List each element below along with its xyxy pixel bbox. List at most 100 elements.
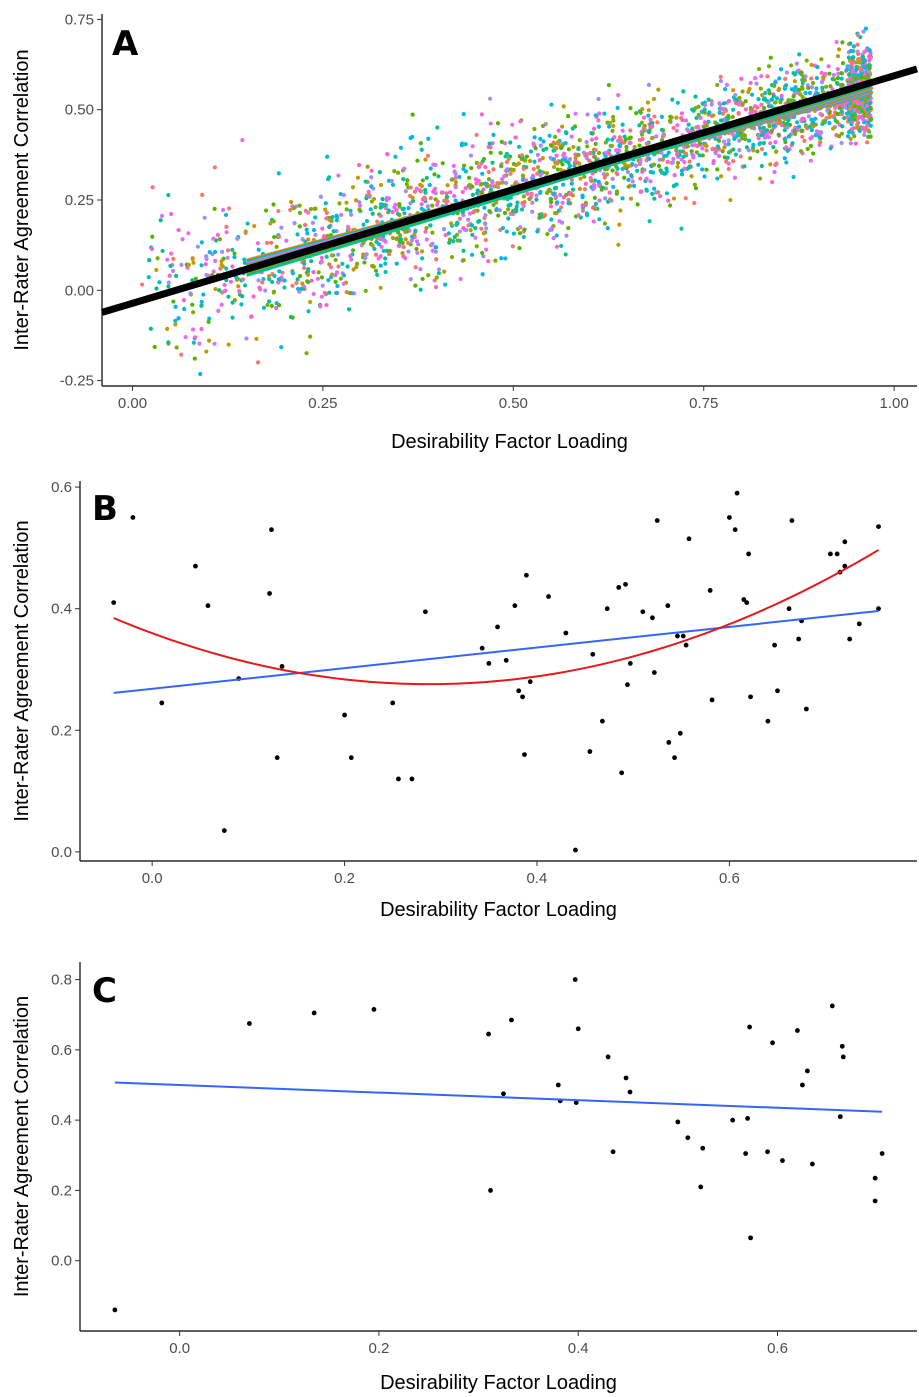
panel-a-point — [325, 154, 330, 159]
panel-a-y-tick-label: 0.00 — [65, 282, 94, 299]
panel-a-point — [844, 111, 850, 116]
panel-a-point — [659, 114, 665, 120]
panel-a-point — [183, 335, 188, 340]
panel-a-point — [408, 277, 413, 282]
panel-b-point — [847, 636, 853, 642]
panel-a-point — [487, 141, 492, 146]
panel-a-point — [590, 187, 596, 192]
panel-a-point — [799, 70, 804, 75]
panel-a-point — [670, 97, 675, 102]
panel-a-point — [548, 143, 554, 148]
panel-a-point — [473, 235, 478, 240]
panel-a-point — [508, 171, 513, 176]
panel-a-point — [474, 160, 479, 165]
panel-c-point — [765, 1149, 770, 1155]
panel-a-point — [711, 159, 716, 164]
panel-a-point — [681, 154, 686, 159]
panel-a-point — [514, 204, 519, 209]
panel-a-point — [193, 276, 199, 281]
panel-a-point — [226, 342, 231, 347]
panel-a-point — [401, 177, 406, 182]
panel-a-point — [327, 224, 332, 230]
panel-a-point — [167, 273, 172, 278]
panel-c-point — [795, 1028, 800, 1033]
panel-a-point — [295, 277, 300, 282]
panel-a-point — [171, 268, 176, 274]
panel-a-point — [188, 291, 193, 296]
panel-a-point — [165, 326, 170, 331]
panel-a-point — [461, 225, 466, 231]
panel-a-point — [545, 231, 550, 237]
panel-a-point — [556, 128, 561, 133]
panel-a-point — [201, 292, 206, 297]
panel-a-point — [504, 167, 510, 172]
panel-a-point — [292, 221, 297, 226]
panel-b-point — [479, 645, 485, 651]
panel-a-point — [628, 128, 633, 133]
panel-a-point — [368, 207, 373, 212]
panel-a-point — [681, 89, 686, 94]
panel-a-point — [480, 272, 485, 277]
panel-a-point — [700, 146, 705, 151]
panel-a-point — [522, 158, 527, 163]
panel-a-point — [610, 128, 615, 133]
panel-a-point — [383, 269, 388, 275]
panel-a-point — [370, 243, 375, 248]
panel-a-point — [420, 256, 425, 261]
panel-b-point — [680, 633, 686, 639]
panel-a-y-tick-label: 0.25 — [65, 192, 94, 209]
panel-a-point — [305, 272, 311, 277]
panel-b-point — [205, 603, 211, 609]
panel-a-point — [213, 286, 218, 292]
panel-a-point — [313, 232, 318, 238]
panel-a-point — [553, 160, 558, 165]
panel-a-point — [318, 304, 323, 309]
panel-a-point — [457, 229, 462, 234]
panel-a-point — [713, 146, 718, 152]
panel-a-point — [527, 196, 532, 202]
panel-a-point — [173, 322, 178, 327]
panel-a-point — [761, 140, 767, 146]
panel-a-point — [466, 217, 471, 222]
panel-a-x-tick-label: 0.75 — [689, 395, 718, 412]
panel-a-point — [500, 225, 506, 231]
panel-a-point — [700, 153, 705, 158]
panel-a-point — [839, 71, 844, 76]
panel-a-point — [266, 274, 272, 279]
panel-a-point — [409, 238, 415, 243]
panel-b-point — [672, 755, 677, 761]
panel-a-point — [855, 125, 860, 130]
panel-a-point — [420, 178, 425, 183]
panel-a-point — [390, 235, 396, 241]
panel-a-point — [616, 242, 621, 247]
panel-c-axes: 0.0 0.2 0.4 0.6 0.0 0.2 0.4 0.6 0.8 — [51, 962, 917, 1357]
panel-a-point — [784, 125, 790, 130]
panel-a-point — [623, 162, 628, 168]
panel-a-point — [386, 252, 392, 257]
panel-a-point — [716, 153, 722, 159]
panel-a-point — [795, 120, 800, 125]
panel-a-point — [384, 197, 389, 203]
panel-a-point — [469, 223, 475, 228]
panel-a: 0.00 0.25 0.50 0.75 1.00 -0.25 0.00 0.25 0.50 0.7… — [11, 11, 919, 453]
panel-a-point — [622, 175, 627, 180]
panel-a-point — [637, 137, 642, 143]
panel-a-point — [640, 107, 645, 112]
panel-a-point — [610, 176, 615, 181]
panel-a-point — [230, 315, 235, 320]
panel-a-point — [666, 198, 671, 203]
panel-a-point — [538, 212, 543, 218]
panel-a-point — [554, 145, 559, 151]
panel-a-point — [732, 136, 737, 141]
panel-a-point — [166, 192, 171, 198]
panel-a-point — [198, 371, 203, 377]
panel-a-point — [381, 248, 386, 254]
panel-a-point — [576, 152, 581, 158]
panel-a-point — [334, 214, 340, 220]
panel-a-point — [826, 64, 831, 69]
panel-a-point — [684, 127, 690, 132]
panel-a-point — [590, 171, 595, 176]
panel-a-point — [593, 113, 598, 118]
panel-a-point — [206, 319, 211, 324]
panel-a-point — [693, 186, 699, 191]
